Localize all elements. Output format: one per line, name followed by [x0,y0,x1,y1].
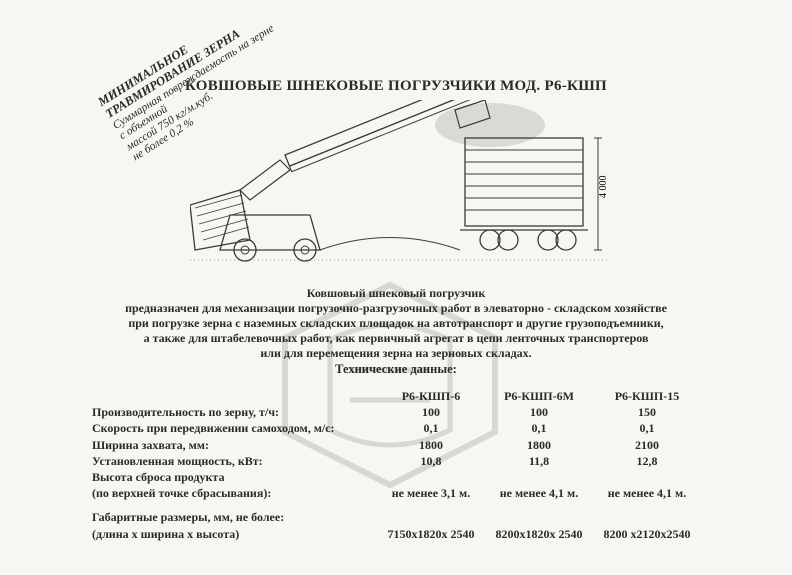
cell [377,509,485,525]
table-row: Производительность по зерну, т/ч: 100 10… [92,404,702,420]
cell: 0,1 [485,420,593,436]
spec-table: Р6-КШП-6 Р6-КШП-6М Р6-КШП-15 Производите… [92,388,702,542]
table-row: Габаритные размеры, мм, не более: [92,509,702,525]
desc-line4: а также для штабелевочных работ, как пер… [50,331,742,346]
desc-line1: Ковшовый шнековый погрузчик [50,286,742,301]
cell: 0,1 [377,420,485,436]
cell [593,509,701,525]
row-label: (длина х ширина х высота) [92,526,377,542]
desc-line3: при погрузке зерна с наземных складских … [50,316,742,331]
table-row: Ширина захвата, мм: 1800 1800 2100 [92,437,702,453]
table-row: Установленная мощность, кВт: 10,8 11,8 1… [92,453,702,469]
cell: 8200 x2120x2540 [593,526,701,542]
cell: 2100 [593,437,701,453]
cell [485,469,593,485]
cell: 100 [485,404,593,420]
cell: 1800 [377,437,485,453]
row-label: Установленная мощность, кВт: [92,453,377,469]
cell: 8200x1820x 2540 [485,526,593,542]
row-label: Габаритные размеры, мм, не более: [92,509,377,525]
cell: не менее 4,1 м. [593,485,701,501]
row-label: Производительность по зерну, т/ч: [92,404,377,420]
header-col-2: Р6-КШП-15 [593,388,701,404]
row-label: Ширина захвата, мм: [92,437,377,453]
cell: 10,8 [377,453,485,469]
desc-line5: или для перемещения зерна на зерновых ск… [50,346,742,361]
row-label: Скорость при передвижении самоходом, м/с… [92,420,377,436]
header-col-1: Р6-КШП-6М [485,388,593,404]
description-block: Ковшовый шнековый погрузчик предназначен… [50,286,742,361]
row-label: Высота сброса продукта [92,469,377,485]
table-header-row: Р6-КШП-6 Р6-КШП-6М Р6-КШП-15 [92,388,702,404]
cell [593,469,701,485]
cell: не менее 3,1 м. [377,485,485,501]
table-row: Скорость при передвижении самоходом, м/с… [92,420,702,436]
table-row: (по верхней точке сбрасывания): не менее… [92,485,702,501]
tech-data-label: Технические данные: [0,362,792,377]
cell [485,509,593,525]
height-label: 4 000 [598,176,609,199]
cell: 12,8 [593,453,701,469]
header-col-0: Р6-КШП-6 [377,388,485,404]
page: КОВШОВЫЕ ШНЕКОВЫЕ ПОГРУЗЧИКИ МОД. Р6-КШП… [0,0,792,575]
table-row: (длина х ширина х высота) 7150x1820x 254… [92,526,702,542]
cell: 1800 [485,437,593,453]
desc-line2: предназначен для механизации погрузочно-… [50,301,742,316]
header-empty [92,388,377,404]
cell: 100 [377,404,485,420]
cell: не менее 4,1 м. [485,485,593,501]
table-spacer [92,501,702,509]
loader-illustration: 4 000 [190,100,610,270]
cell [377,469,485,485]
cell: 150 [593,404,701,420]
cell: 7150x1820x 2540 [377,526,485,542]
row-label: (по верхней точке сбрасывания): [92,485,377,501]
cell: 0,1 [593,420,701,436]
cell: 11,8 [485,453,593,469]
table-row: Высота сброса продукта [92,469,702,485]
